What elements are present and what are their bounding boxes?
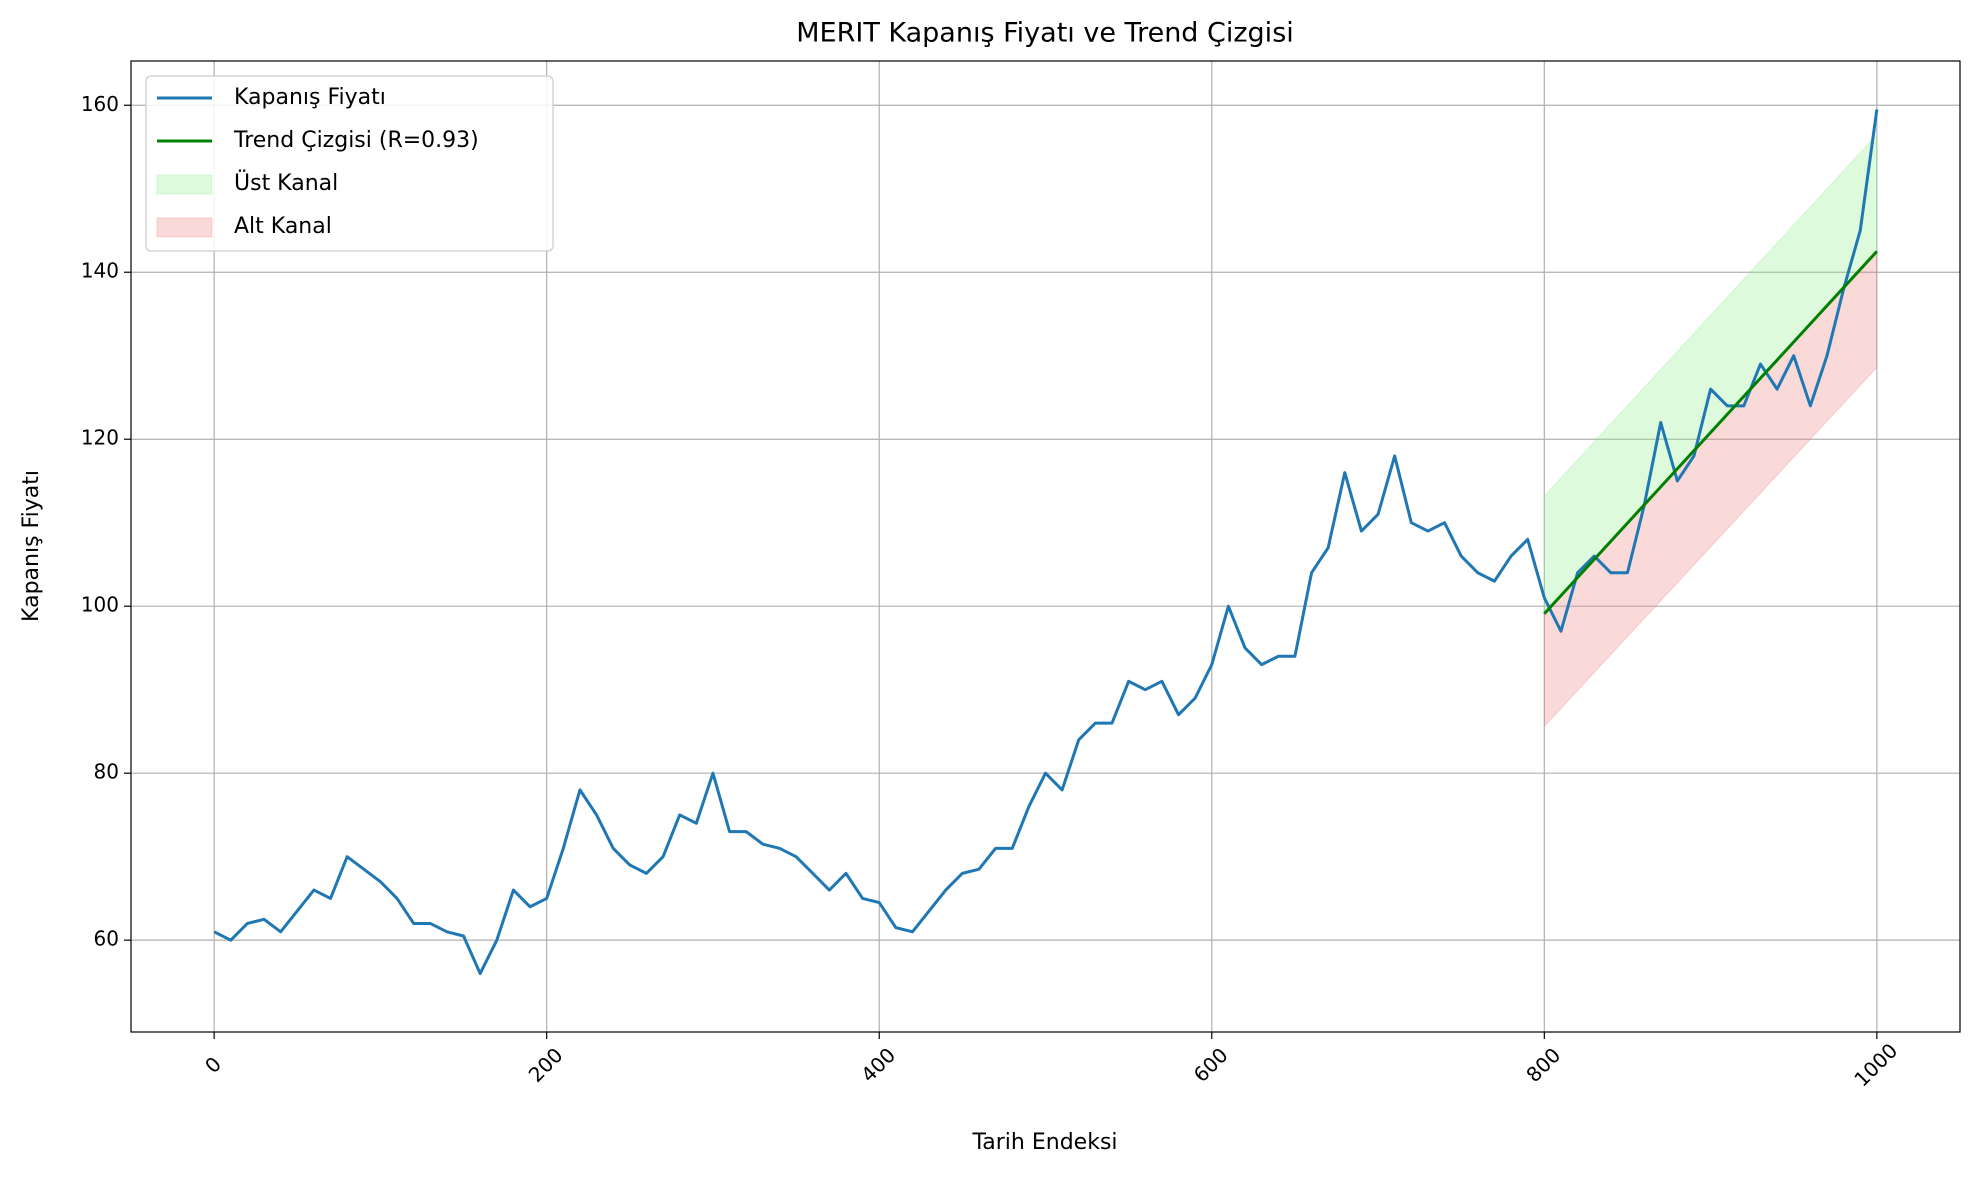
legend-label: Kapanış Fiyatı <box>234 85 386 110</box>
plot-frame <box>130 60 1961 1033</box>
chart-title: MERIT Kapanış Fiyatı ve Trend Çizgisi <box>796 18 1294 49</box>
y-tick-label: 80 <box>94 760 119 784</box>
channel-band <box>1543 133 1878 615</box>
y-tick-label: 120 <box>81 426 119 450</box>
legend-label: Üst Kanal <box>234 170 338 196</box>
legend-swatch <box>156 217 213 238</box>
y-axis-label: Kapanış Fiyatı <box>19 470 44 622</box>
y-tick-label: 160 <box>81 92 119 116</box>
series-line <box>213 109 1879 976</box>
legend-box <box>145 75 554 252</box>
legend-label: Alt Kanal <box>234 214 332 239</box>
legend-swatch <box>156 174 213 195</box>
y-tick-label: 100 <box>81 593 119 617</box>
series-line <box>1543 250 1878 615</box>
y-tick-label: 60 <box>94 927 119 951</box>
x-axis-label: Tarih Endeksi <box>971 1130 1117 1155</box>
legend-label: Trend Çizgisi (R=0.93) <box>233 128 479 153</box>
y-tick-label: 140 <box>81 259 119 283</box>
legend: Kapanış Fiyatı Trend Çizgisi (R=0.93) Üst … <box>145 75 554 252</box>
